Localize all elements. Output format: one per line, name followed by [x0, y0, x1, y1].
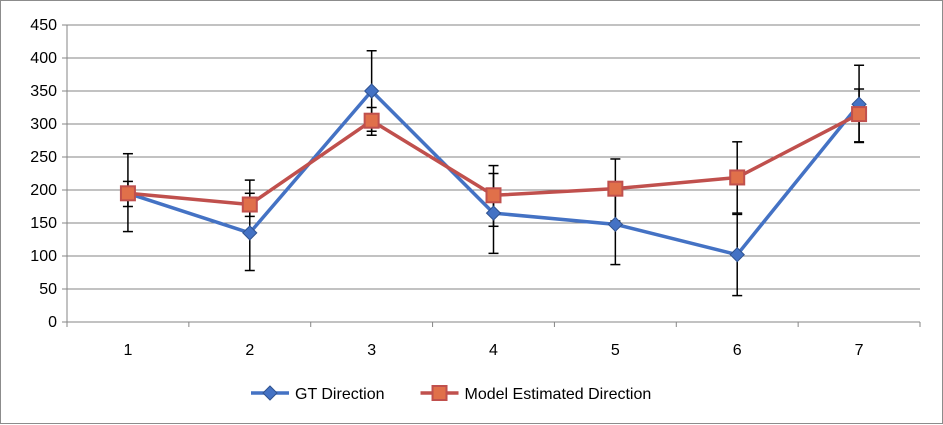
y-tick-label: 450 [30, 17, 57, 34]
data-point-series2-1 [119, 185, 136, 202]
error-bars [122, 49, 865, 297]
series-markers [119, 83, 868, 263]
legend-label-1: GT Direction [295, 386, 385, 403]
x-tick-label: 7 [855, 342, 864, 359]
data-point-series1-5 [607, 216, 624, 233]
data-point-series1-2 [242, 225, 258, 241]
data-point-series2-5 [607, 180, 624, 197]
legend-label-2: Model Estimated Direction [465, 386, 652, 403]
x-tick-label: 4 [489, 342, 498, 359]
data-point-series2-3 [363, 112, 380, 129]
legend: GT Direction Model Estimated Direction [251, 385, 652, 403]
grid-lines [67, 24, 920, 290]
x-tick-label: 2 [245, 342, 254, 359]
data-point-series1-3 [363, 83, 380, 99]
tick-labels: 0 50 100 150 200 250 300 350 400 450 1 2 3 4 5 6 7 [30, 17, 863, 359]
axes [62, 24, 921, 327]
x-tick-label: 3 [367, 342, 376, 359]
y-tick-label: 250 [30, 149, 57, 166]
y-tick-label: 300 [30, 116, 57, 133]
y-tick-label: 350 [30, 83, 57, 100]
y-tick-label: 0 [48, 314, 57, 331]
data-point-series2-2 [241, 196, 258, 213]
y-tick-label: 100 [30, 248, 57, 265]
data-point-series2-6 [729, 169, 746, 186]
data-point-series1-4 [485, 205, 502, 221]
data-point-series1-6 [729, 246, 745, 263]
y-tick-label: 200 [30, 182, 57, 199]
y-tick-label: 150 [30, 215, 57, 232]
x-tick-label: 5 [611, 342, 620, 359]
x-tick-label: 6 [733, 342, 742, 359]
data-point-series2-4 [485, 187, 502, 204]
x-tick-label: 1 [123, 342, 132, 359]
legend-marker-2 [431, 385, 448, 401]
data-point-series2-7 [851, 106, 868, 123]
y-tick-label: 50 [39, 281, 57, 298]
legend-marker-1 [262, 385, 278, 401]
y-tick-label: 400 [30, 50, 57, 67]
